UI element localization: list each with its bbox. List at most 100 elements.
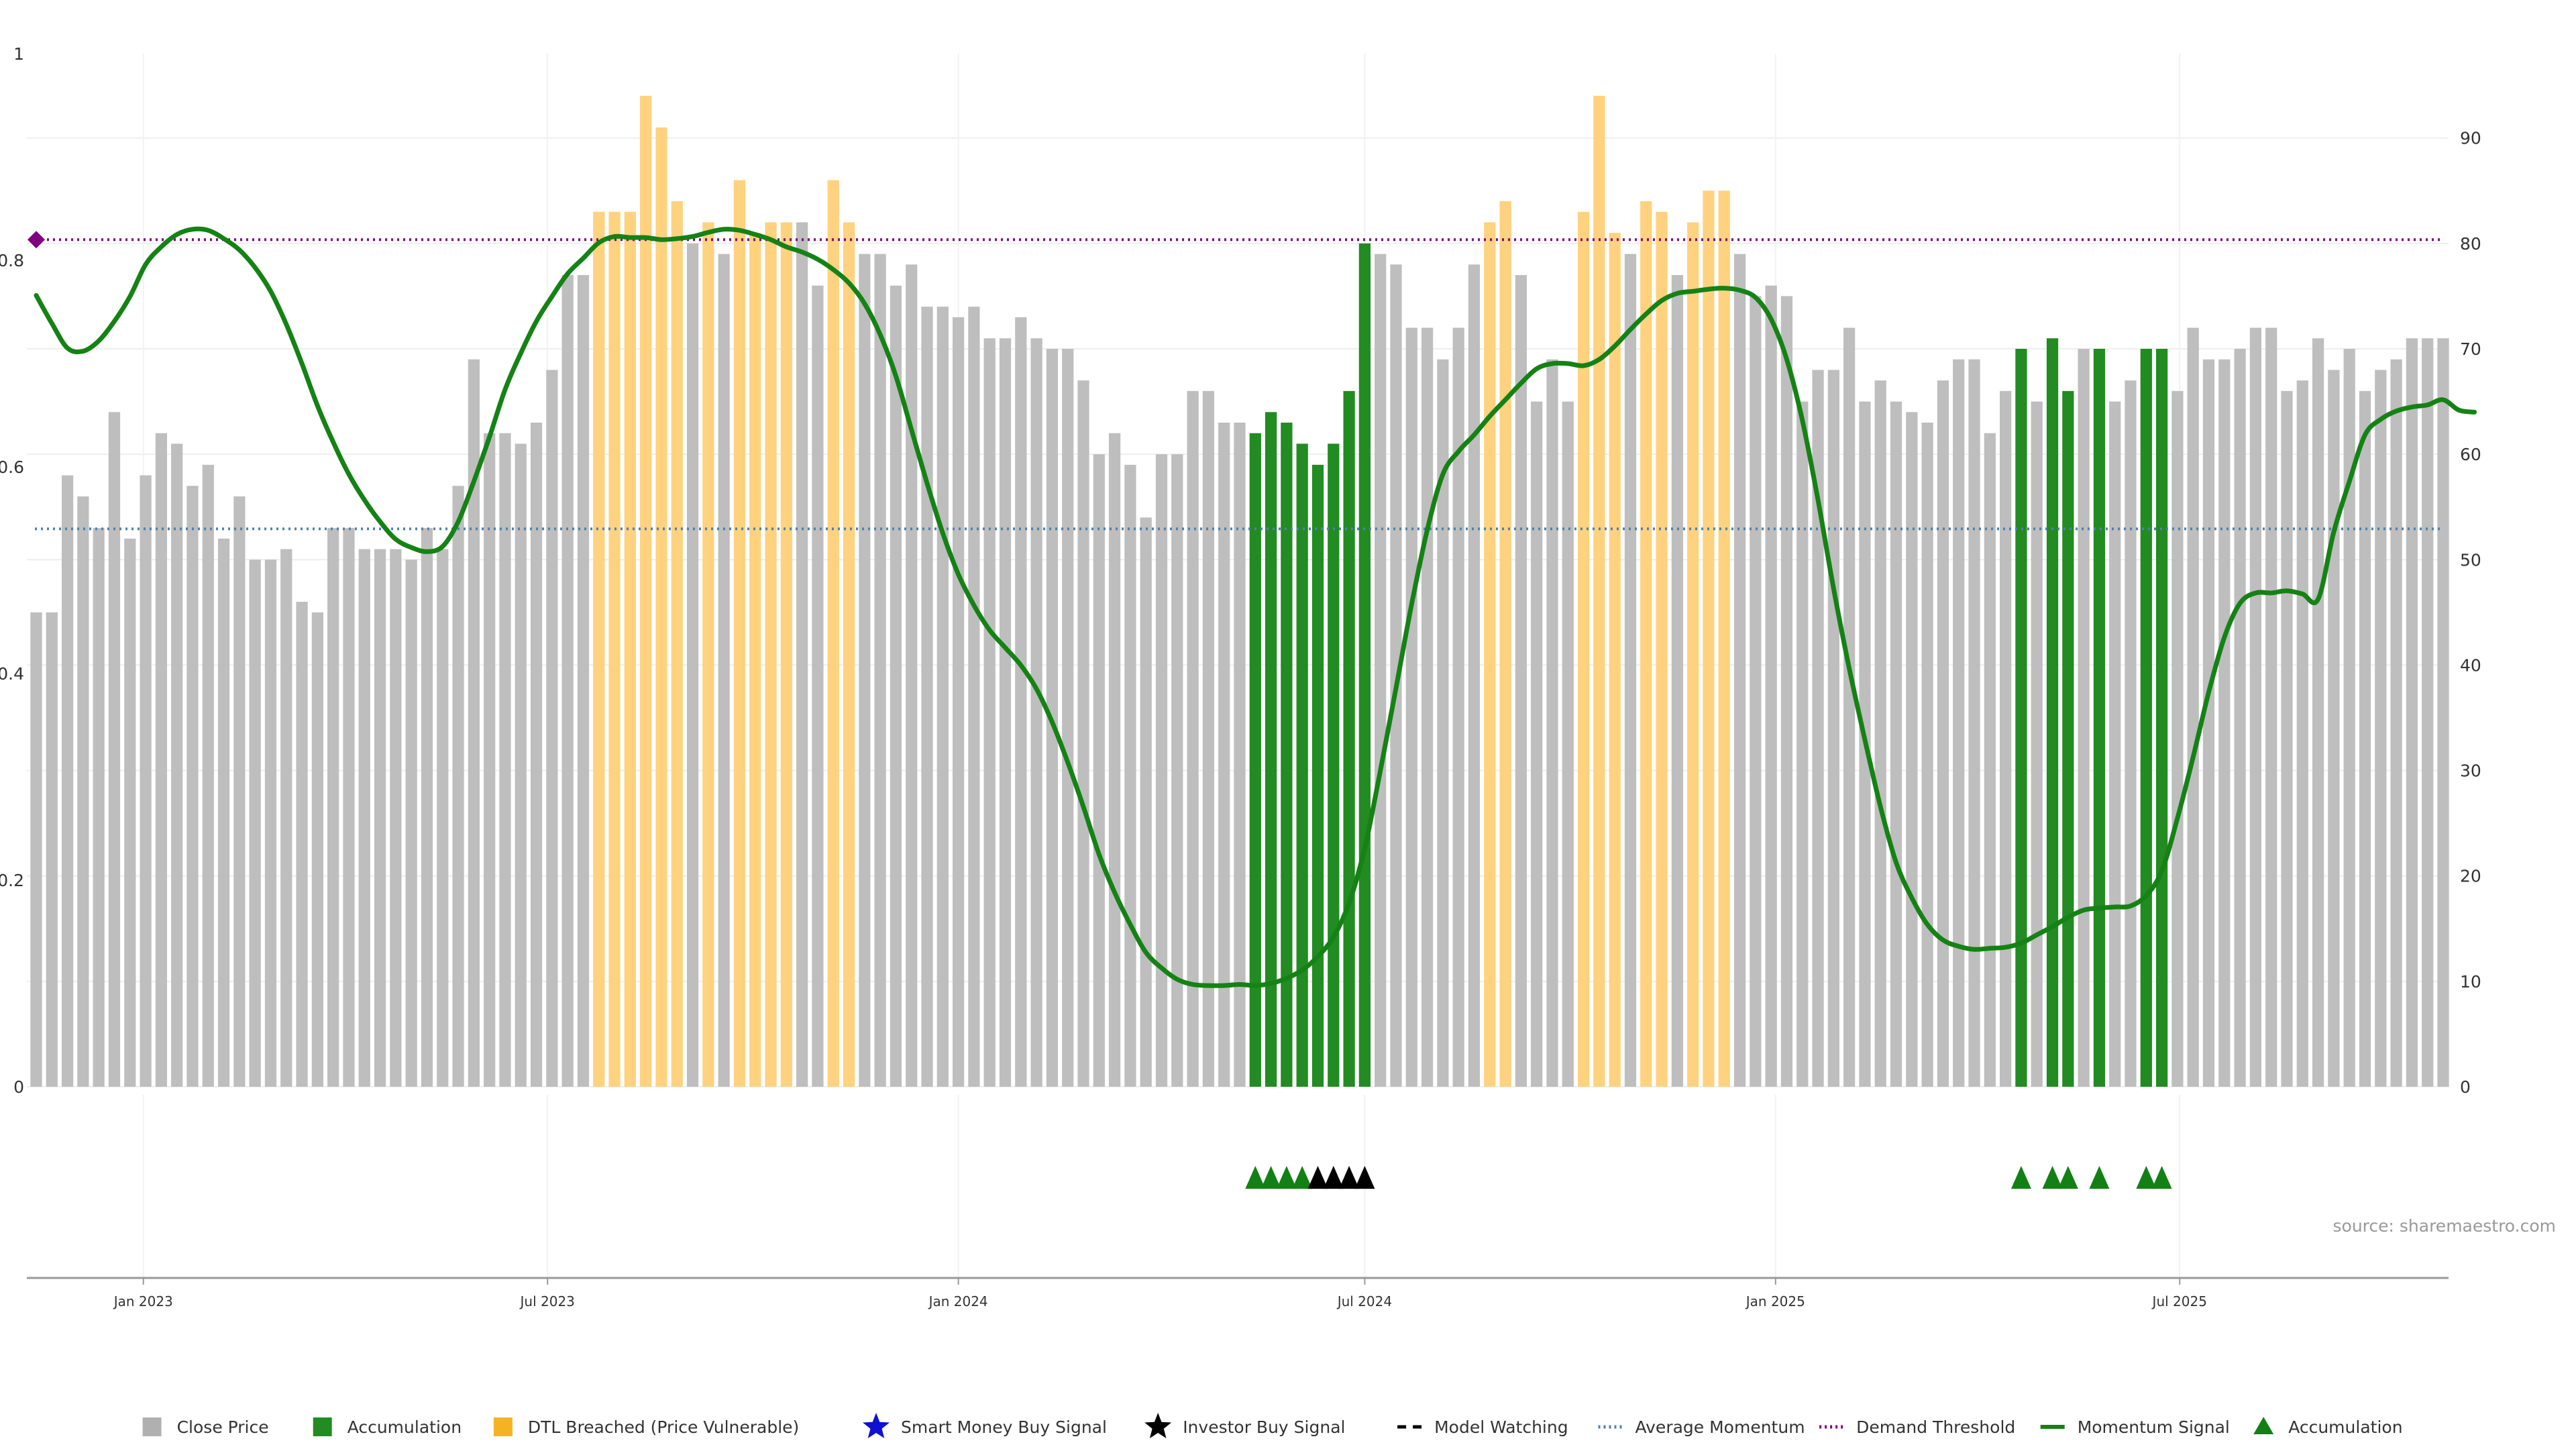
bar-close-price [561, 275, 574, 1087]
bar-close-price [124, 538, 136, 1087]
bar-close-price [327, 528, 339, 1087]
bar-close-price [1906, 412, 1918, 1087]
y-left-tick-label: 0.6 [0, 458, 24, 477]
legend-item: Accumulation [313, 1417, 462, 1437]
accumulation-triangle [2057, 1166, 2078, 1189]
bar-close-price [1062, 349, 1074, 1087]
y-right-tick-label: 30 [2460, 761, 2481, 781]
bar-dtl-breached [843, 222, 855, 1087]
legend-star-icon [863, 1413, 890, 1438]
bar-close-price [812, 285, 824, 1087]
bar-close-price [1890, 401, 1902, 1087]
investor-buy-triangle [1323, 1166, 1344, 1189]
bar-dtl-breached [1484, 222, 1496, 1087]
bar-close-price [686, 243, 699, 1087]
bar-dtl-breached [608, 211, 621, 1087]
x-tick-label: Jul 2025 [2151, 1293, 2207, 1309]
bar-close-price [296, 602, 308, 1087]
legend: Close Price Accumulation DTL Breached (Pri… [142, 1413, 2403, 1438]
bar-close-price [264, 559, 277, 1087]
bar-dtl-breached [1577, 211, 1590, 1087]
bar-close-price [484, 433, 496, 1087]
bar-dtl-breached [1499, 201, 1511, 1087]
legend-item: Accumulation [2253, 1417, 2403, 1437]
bar-close-price [1812, 370, 1824, 1087]
bar-close-price [1937, 380, 1949, 1087]
bar-close-price [546, 370, 558, 1087]
bar-close-price [405, 559, 417, 1087]
bar-close-price [311, 612, 323, 1087]
bar-close-price [1187, 390, 1199, 1087]
bar-close-price [1452, 327, 1464, 1087]
bar-accumulation [2140, 349, 2152, 1087]
bar-close-price [437, 549, 449, 1087]
bar-close-price [1030, 338, 1042, 1087]
bar-close-price [1234, 423, 1246, 1087]
bar-close-price [1531, 401, 1543, 1087]
bar-close-price [859, 254, 871, 1087]
y-right-tick-label: 0 [2460, 1077, 2471, 1097]
bar-close-price [2281, 390, 2293, 1087]
legend-label: Investor Buy Signal [1183, 1417, 1345, 1437]
momentum-signal [34, 226, 2477, 988]
bar-accumulation [1281, 423, 1293, 1087]
bar-close-price [1405, 327, 1417, 1087]
legend-label: Smart Money Buy Signal [901, 1417, 1107, 1437]
legend-item: Momentum Signal [2040, 1417, 2230, 1437]
bar-close-price [1874, 380, 1886, 1087]
bar-close-price [530, 423, 543, 1087]
legend-item: Smart Money Buy Signal [863, 1413, 1107, 1438]
y-left-tick-label: 0.2 [0, 871, 24, 890]
bar-close-price [2328, 370, 2340, 1087]
legend-swatch [313, 1417, 332, 1436]
bar-close-price [1077, 380, 1089, 1087]
bar-close-price [2187, 327, 2199, 1087]
y-left-tick-label: 0.4 [0, 664, 24, 684]
x-tick-label: Jul 2024 [1336, 1293, 1392, 1309]
bar-close-price [1421, 327, 1434, 1087]
bar-close-price [1796, 401, 1809, 1087]
bar-close-price [1750, 296, 1762, 1087]
bar-close-price [2125, 380, 2137, 1087]
y-right-tick-label: 90 [2460, 129, 2481, 148]
bar-close-price [108, 412, 121, 1087]
bar-close-price [1202, 390, 1215, 1087]
x-tick-label: Jan 2024 [928, 1293, 988, 1309]
bar-close-price [217, 538, 230, 1087]
accumulation-triangle [2089, 1166, 2110, 1189]
bar-close-price [1155, 454, 1168, 1087]
bar-close-price [2390, 359, 2402, 1087]
bar-close-price [61, 475, 74, 1087]
x-tick-label: Jan 2023 [113, 1293, 173, 1309]
bar-close-price [1921, 423, 1933, 1087]
bar-dtl-breached [1640, 201, 1652, 1087]
bar-close-price [1671, 275, 1683, 1087]
bar-close-price [1218, 423, 1230, 1087]
bar-close-price [2375, 370, 2387, 1087]
bar-close-price [343, 528, 355, 1087]
bar-close-price [46, 612, 58, 1087]
bar-close-price [1124, 464, 1136, 1087]
bar-dtl-breached [1656, 211, 1668, 1087]
bar-dtl-breached [780, 222, 792, 1087]
legend-triangle-icon [2253, 1417, 2274, 1434]
legend-item: Demand Threshold [1819, 1417, 2015, 1437]
bar-close-price [202, 464, 214, 1087]
bar-close-price [1437, 359, 1449, 1087]
bar-close-price [452, 486, 464, 1087]
bar-close-price [1765, 285, 1777, 1087]
legend-label: Model Watching [1434, 1417, 1568, 1437]
y-right-tick-label: 60 [2460, 445, 2481, 464]
legend-label: Close Price [177, 1417, 269, 1437]
legend-item: Close Price [142, 1417, 269, 1437]
bar-close-price [1624, 254, 1637, 1087]
bar-close-price [890, 285, 902, 1087]
bar-close-price [1093, 454, 1105, 1087]
bar-dtl-breached [640, 95, 652, 1087]
bar-close-price [1515, 275, 1527, 1087]
bar-close-price [874, 254, 886, 1087]
accumulation-triangle [2010, 1166, 2031, 1189]
y-right-tick-label: 40 [2460, 655, 2481, 675]
reference-lines [28, 231, 2440, 531]
